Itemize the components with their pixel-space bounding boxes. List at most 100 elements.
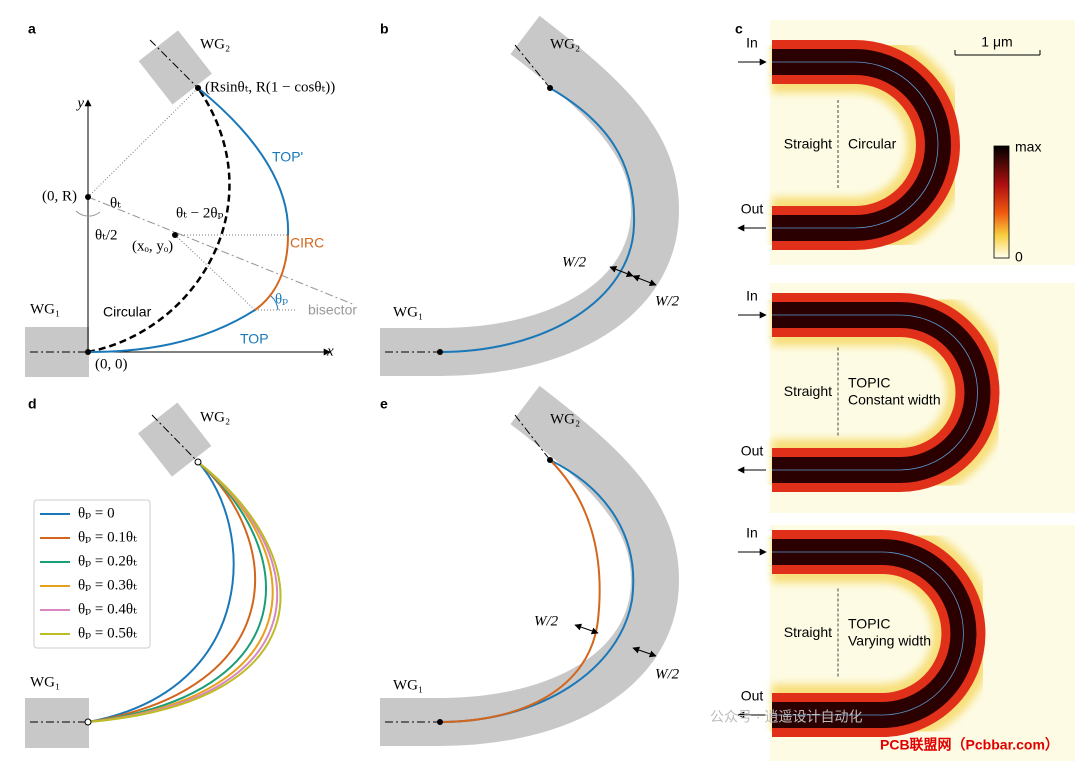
point	[172, 232, 178, 238]
label: θₜ − 2θₚ	[176, 205, 224, 221]
waveguide-edge	[772, 551, 964, 716]
label: WG₂	[200, 409, 230, 425]
center-line	[514, 414, 551, 461]
panel-b: b WG₂ WG₁ W/2 W/2	[380, 15, 680, 376]
label: WG₁	[30, 301, 60, 317]
waveguide	[138, 30, 212, 105]
label: (Rsinθₜ, R(1 − cosθₜ))	[205, 79, 335, 95]
point	[437, 349, 443, 355]
label: θₜ/2	[95, 227, 118, 243]
center-line	[151, 414, 199, 463]
watermark: PCB联盟网（Pcbbar.com）	[880, 737, 1059, 753]
width-arrow	[632, 275, 657, 286]
width-arrow	[632, 646, 657, 658]
curve	[87, 461, 279, 723]
legend: θₚ = 0 θₚ = 0.1θₜ θₚ = 0.2θₜ θₚ = 0.3θₜ θₚ =…	[40, 505, 137, 641]
label: bisector	[308, 302, 357, 318]
waveguide	[25, 698, 89, 748]
point	[84, 718, 92, 726]
center-line	[514, 44, 551, 89]
top-prime-curve	[197, 87, 290, 236]
waveguide-edge	[772, 314, 978, 471]
label: W/2	[655, 666, 680, 682]
width-arrow	[609, 266, 634, 277]
guide	[87, 87, 199, 198]
circ-curve	[254, 234, 289, 311]
panel-e: e WG₂ WG₁ W/2 W/2	[380, 385, 680, 746]
label: TOP'	[272, 149, 303, 165]
label: W/2	[534, 613, 559, 629]
panel-label: c	[735, 21, 743, 37]
legend-label: θₚ = 0.4θₜ	[78, 601, 137, 617]
legend-label: θₚ = 0.3θₜ	[78, 577, 137, 593]
scale-label: 1 μm	[981, 34, 1012, 50]
region-label: TOPIC	[848, 375, 891, 391]
label: y	[75, 95, 84, 111]
panel-label: b	[380, 21, 389, 37]
width-arrow	[574, 623, 599, 635]
label: θₚ	[275, 291, 288, 307]
port-label: In	[746, 525, 758, 541]
waveguide	[138, 402, 212, 477]
label: TOP	[240, 331, 269, 347]
label: WG₂	[550, 36, 580, 52]
guide	[174, 234, 256, 311]
label: CIRC	[290, 235, 324, 251]
waveguide-edge	[772, 61, 939, 229]
panel-label: d	[28, 396, 37, 412]
label: (xₒ, yₒ)	[132, 238, 173, 254]
colorbar	[993, 145, 1010, 259]
region-label: Straight	[784, 383, 832, 399]
label: (0, 0)	[95, 356, 128, 372]
colorbar-label: max	[1015, 139, 1041, 155]
top-curve	[439, 87, 636, 353]
label: WG₁	[30, 674, 60, 690]
watermark: 公众号 · 逍遥设计自动化	[710, 709, 862, 725]
label: WG₂	[200, 36, 230, 52]
panel-c: c In Out Straight Circular In Out Straight TOPI…	[735, 20, 1075, 761]
point	[85, 194, 91, 200]
angle-arc	[270, 295, 279, 311]
point	[85, 349, 91, 355]
angle-arc	[75, 210, 101, 217]
label: Circular	[103, 304, 152, 320]
point	[195, 85, 201, 91]
region-label: TOPIC	[848, 616, 891, 632]
panel-a: a WG₂ WG₁ (Rsinθₜ, R(1 − cosθₜ)) TOP' (0…	[25, 21, 357, 377]
waveguide-bend	[380, 15, 680, 376]
curve	[87, 461, 282, 723]
panel-label: a	[28, 21, 36, 37]
label: WG₁	[393, 304, 423, 320]
label: θₜ	[110, 195, 121, 211]
port-label: Out	[741, 443, 764, 459]
label: WG₂	[550, 411, 580, 427]
point	[437, 719, 443, 725]
panel-label: e	[380, 396, 388, 412]
label: W/2	[562, 254, 587, 270]
legend-label: θₚ = 0	[78, 505, 115, 521]
curve	[87, 461, 257, 723]
region-label: Circular	[848, 136, 897, 152]
colorbar-label: 0	[1015, 249, 1023, 265]
legend-label: θₚ = 0.5θₜ	[78, 625, 137, 641]
point	[547, 457, 553, 463]
label: W/2	[655, 293, 680, 309]
point	[194, 458, 202, 466]
curve	[87, 461, 274, 723]
legend-label: θₚ = 0.1θₜ	[78, 529, 137, 545]
legend-label: θₚ = 0.2θₜ	[78, 553, 137, 569]
circle-arc	[87, 87, 231, 354]
label: WG₁	[393, 677, 423, 693]
region-label: Constant width	[848, 392, 941, 408]
curve	[87, 461, 235, 723]
port-label: In	[746, 288, 758, 304]
port-label: Out	[741, 201, 764, 217]
inner-curve	[439, 459, 601, 723]
waveguide-bend	[380, 385, 680, 746]
port-label: In	[746, 35, 758, 51]
point	[547, 85, 553, 91]
label: (0, R)	[42, 188, 77, 204]
bisector-line	[87, 196, 356, 306]
